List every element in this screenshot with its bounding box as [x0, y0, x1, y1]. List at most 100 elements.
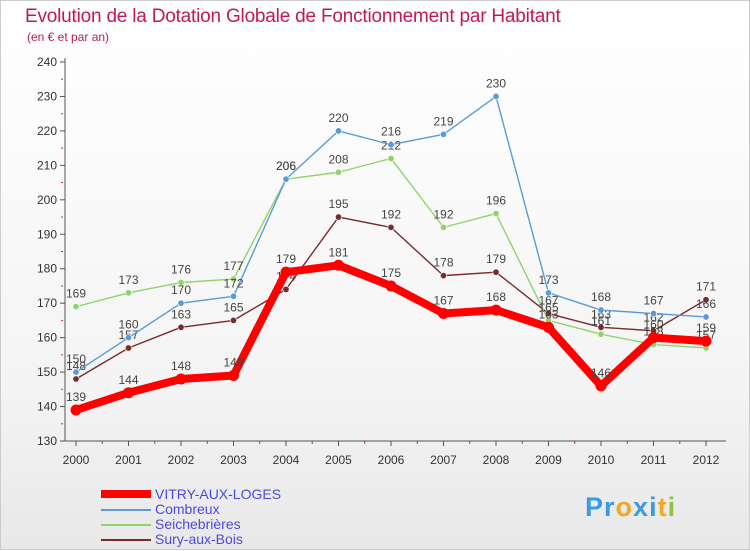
data-label-combreux: 166: [696, 297, 716, 311]
logo-letter: o: [615, 492, 634, 522]
logo-letter: t: [657, 492, 668, 522]
logo-letter: x: [633, 492, 650, 522]
data-point-seichebri-res: [230, 275, 238, 283]
chart-title: Evolution de la Dotation Globale de Fonc…: [25, 6, 561, 27]
legend-swatch-combreux: [101, 509, 151, 511]
data-point-sury-aux-bois: [282, 285, 290, 293]
data-label-seichebri-res: 196: [486, 194, 506, 208]
legend-swatch-seichebri-res: [101, 524, 151, 526]
data-label-vitry-aux-loges: 144: [118, 373, 138, 387]
data-label-vitry-aux-loges: 148: [171, 359, 191, 373]
logo-letter: P: [585, 492, 605, 522]
data-label-vitry-aux-loges: 139: [66, 390, 86, 404]
data-point-combreux: [125, 334, 133, 342]
data-point-combreux: [177, 299, 185, 307]
data-point-vitry-aux-loges: [228, 370, 239, 382]
data-point-combreux: [72, 368, 80, 376]
data-point-sury-aux-bois: [230, 316, 238, 324]
y-tick-label: 190: [37, 227, 57, 241]
y-tick-label: 140: [37, 400, 57, 414]
data-label-seichebri-res: 206: [276, 159, 296, 173]
data-label-seichebri-res: 169: [66, 287, 86, 301]
y-tick-label: 170: [37, 296, 57, 310]
data-label-sury-aux-bois: 163: [171, 307, 191, 321]
data-label-sury-aux-bois: 178: [433, 256, 453, 270]
data-label-combreux: 220: [328, 111, 348, 125]
data-label-combreux: 172: [223, 276, 243, 290]
data-label-sury-aux-bois: 192: [381, 207, 401, 221]
data-label-vitry-aux-loges: 181: [328, 245, 348, 259]
y-tick-label: 160: [37, 331, 57, 345]
data-label-combreux: 167: [643, 294, 663, 308]
data-point-vitry-aux-loges: [385, 280, 397, 292]
data-point-combreux: [702, 313, 710, 321]
data-point-seichebri-res: [597, 330, 605, 338]
x-tick-label: 2006: [378, 453, 405, 467]
data-point-vitry-aux-loges: [595, 380, 607, 392]
x-tick-label: 2002: [168, 453, 195, 467]
data-label-combreux: 150: [66, 352, 86, 366]
data-point-combreux: [597, 306, 605, 314]
data-label-seichebri-res: 173: [118, 273, 138, 287]
x-tick-label: 2011: [641, 453, 667, 467]
data-label-vitry-aux-loges: 146: [591, 366, 611, 380]
x-tick-label: 2003: [220, 453, 247, 467]
data-point-seichebri-res: [177, 279, 185, 287]
data-point-combreux: [387, 141, 395, 149]
data-label-sury-aux-bois: 167: [538, 294, 558, 308]
proxiti-logo: Proxiti: [585, 492, 676, 523]
legend-label-vitry-aux-loges: VITRY-AUX-LOGES: [155, 486, 282, 502]
data-label-combreux: 173: [538, 273, 558, 287]
y-tick-label: 130: [37, 434, 57, 448]
data-point-sury-aux-bois: [439, 272, 447, 280]
data-label-seichebri-res: 161: [591, 314, 611, 328]
legend-label-combreux: Combreux: [155, 501, 220, 517]
y-tick-label: 200: [37, 193, 57, 207]
data-label-combreux: 170: [171, 283, 191, 297]
data-point-sury-aux-bois: [72, 375, 80, 383]
y-tick-label: 220: [37, 124, 57, 138]
data-point-sury-aux-bois: [334, 213, 342, 221]
data-label-seichebri-res: 208: [328, 152, 348, 166]
data-point-combreux: [492, 92, 500, 100]
data-label-seichebri-res: 176: [171, 263, 191, 277]
data-point-sury-aux-bois: [597, 323, 605, 331]
data-point-sury-aux-bois: [492, 268, 500, 276]
data-point-vitry-aux-loges: [123, 387, 134, 399]
data-point-vitry-aux-loges: [280, 266, 292, 278]
data-label-vitry-aux-loges: 175: [381, 266, 401, 280]
data-label-sury-aux-bois: 165: [223, 300, 243, 314]
data-point-vitry-aux-loges: [70, 404, 82, 416]
y-tick-label: 230: [37, 89, 57, 103]
data-label-vitry-aux-loges: 179: [276, 252, 296, 266]
data-label-combreux: 219: [433, 114, 453, 128]
chart-subtitle: (en € et par an): [27, 30, 110, 44]
data-label-sury-aux-bois: 171: [696, 280, 716, 294]
data-point-seichebri-res: [125, 289, 133, 297]
legend-label-seichebri-res: Seichebrières: [155, 516, 241, 532]
data-point-sury-aux-bois: [387, 223, 395, 231]
x-tick-label: 2008: [483, 453, 510, 467]
data-point-seichebri-res: [492, 210, 500, 218]
data-point-combreux: [439, 130, 447, 138]
data-label-seichebri-res: 165: [538, 300, 558, 314]
data-label-vitry-aux-loges: 160: [643, 318, 663, 332]
y-tick-label: 180: [37, 262, 57, 276]
legend-swatch-vitry-aux-loges: [101, 490, 151, 498]
data-label-vitry-aux-loges: 163: [538, 307, 558, 321]
data-point-combreux: [334, 127, 342, 135]
data-point-vitry-aux-loges: [648, 332, 659, 344]
legend-label-sury-aux-bois: Sury-aux-Bois: [155, 531, 243, 547]
x-tick-label: 2000: [63, 453, 90, 467]
data-point-vitry-aux-loges: [490, 304, 502, 316]
data-point-vitry-aux-loges: [175, 373, 187, 385]
x-tick-label: 2004: [273, 453, 300, 467]
data-point-vitry-aux-loges: [543, 321, 554, 333]
data-label-vitry-aux-loges: 149: [223, 356, 243, 370]
data-point-sury-aux-bois: [702, 296, 710, 304]
data-label-seichebri-res: 177: [223, 259, 243, 273]
y-tick-label: 210: [37, 158, 57, 172]
data-label-vitry-aux-loges: 168: [486, 290, 506, 304]
